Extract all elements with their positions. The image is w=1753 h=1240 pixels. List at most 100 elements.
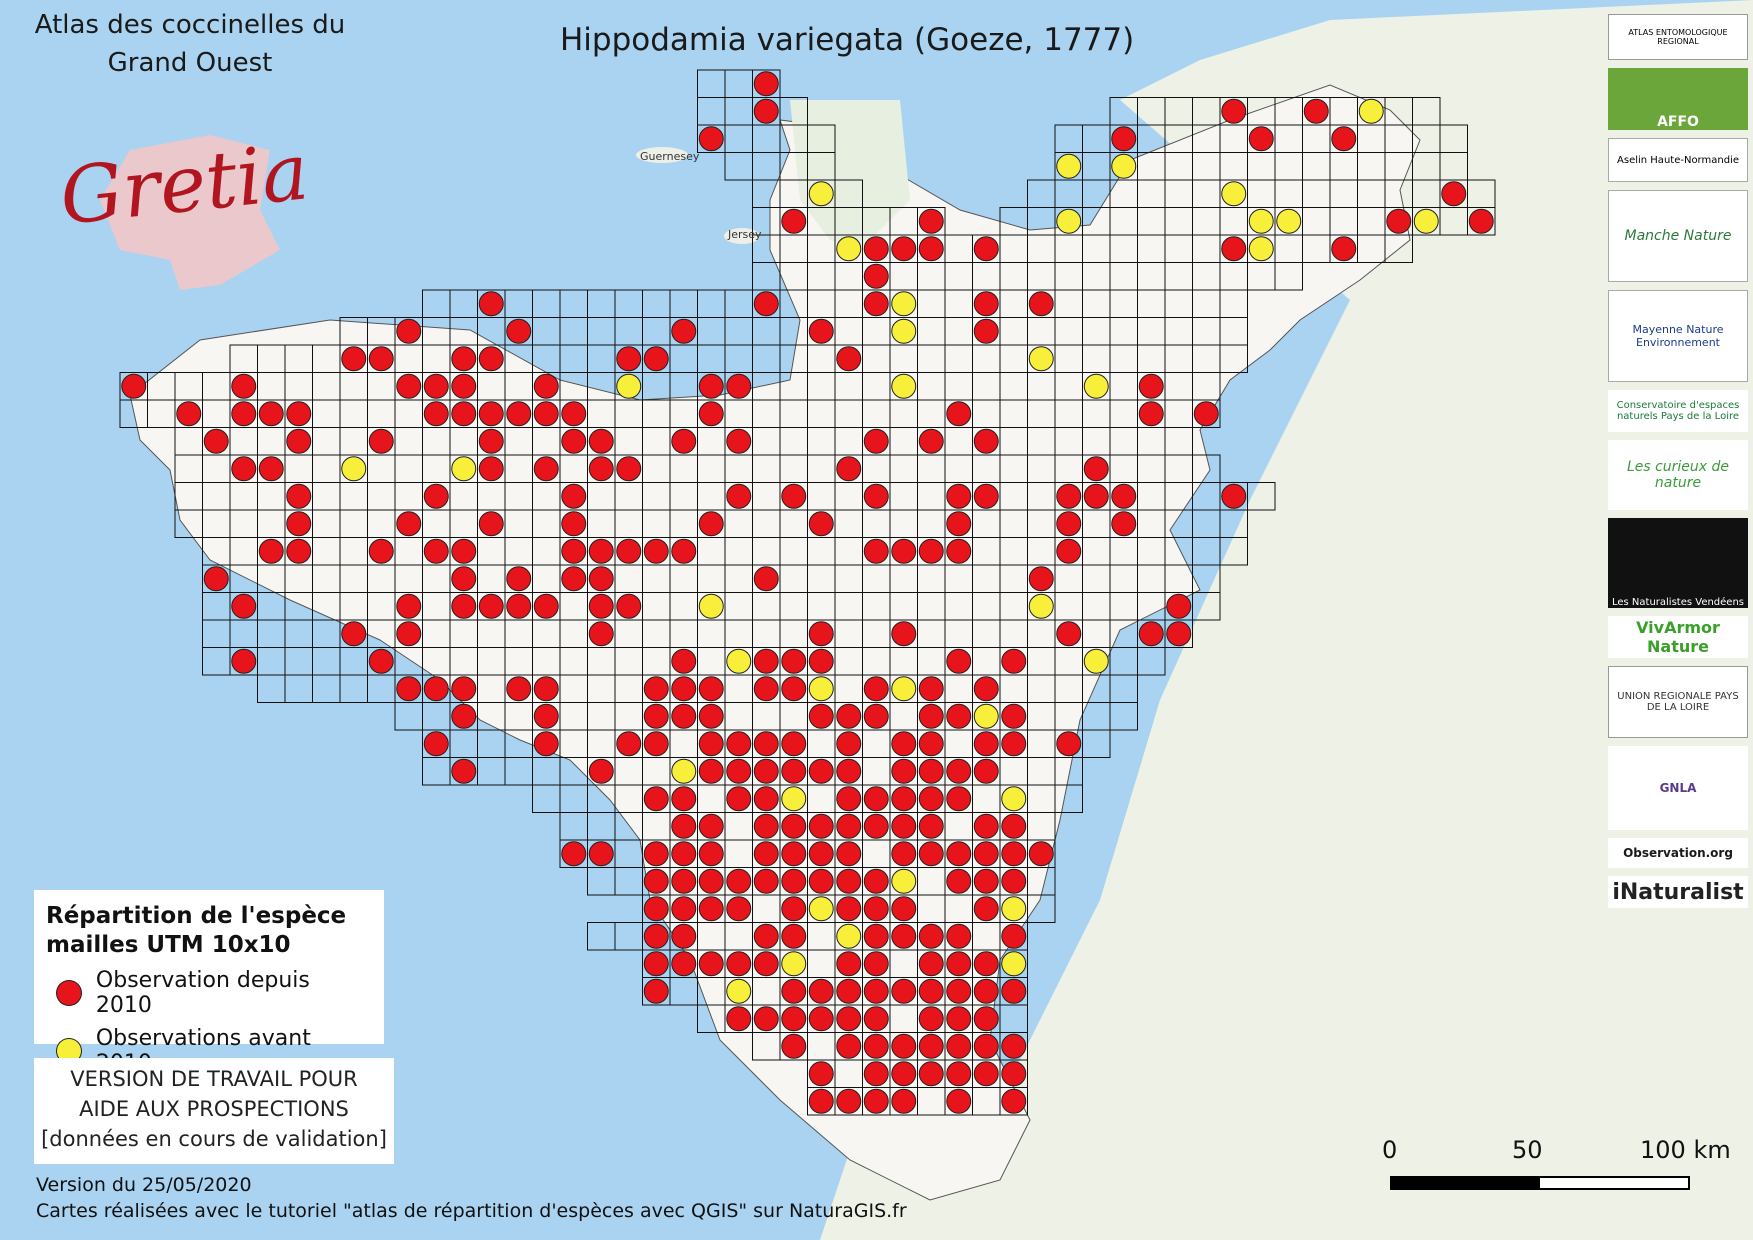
observation-before-2010-dot — [616, 373, 642, 399]
observation-since-2010-dot — [561, 511, 587, 537]
observation-before-2010-dot — [781, 786, 807, 812]
observation-since-2010-dot — [1138, 373, 1164, 399]
observation-since-2010-dot — [891, 896, 917, 922]
observation-since-2010-dot — [533, 593, 559, 619]
observation-since-2010-dot — [781, 758, 807, 784]
observation-since-2010-dot — [533, 731, 559, 757]
observation-since-2010-dot — [781, 1006, 807, 1032]
partner-logo-cpie: UNION REGIONALE PAYS DE LA LOIRE — [1608, 666, 1748, 738]
observation-since-2010-dot — [561, 401, 587, 427]
observation-since-2010-dot — [946, 951, 972, 977]
observation-since-2010-dot — [561, 538, 587, 564]
observation-since-2010-dot — [1221, 483, 1247, 509]
observation-since-2010-dot — [671, 538, 697, 564]
grid-cell — [1247, 482, 1276, 511]
observation-since-2010-dot — [891, 813, 917, 839]
observation-since-2010-dot — [588, 758, 614, 784]
observation-since-2010-dot — [973, 291, 999, 317]
observation-since-2010-dot — [973, 896, 999, 922]
observation-before-2010-dot — [1028, 593, 1054, 619]
observation-since-2010-dot — [368, 538, 394, 564]
observation-since-2010-dot — [946, 648, 972, 674]
grid-cell — [1219, 537, 1248, 566]
observation-since-2010-dot — [726, 868, 752, 894]
observation-since-2010-dot — [588, 621, 614, 647]
observation-before-2010-dot — [836, 236, 862, 262]
observation-since-2010-dot — [891, 538, 917, 564]
observation-since-2010-dot — [203, 428, 229, 454]
observation-since-2010-dot — [643, 346, 669, 372]
observation-since-2010-dot — [781, 841, 807, 867]
observation-before-2010-dot — [891, 318, 917, 344]
observation-since-2010-dot — [863, 1088, 889, 1114]
observation-since-2010-dot — [1221, 98, 1247, 124]
observation-since-2010-dot — [698, 868, 724, 894]
observation-since-2010-dot — [1056, 538, 1082, 564]
grid-cell — [1137, 647, 1166, 676]
observation-since-2010-dot — [643, 978, 669, 1004]
observation-since-2010-dot — [231, 648, 257, 674]
scale-bar — [1390, 1176, 1690, 1190]
partner-logo-manche-nature: Manche Nature — [1608, 190, 1748, 282]
legend-label-recent: Observation depuis 2010 — [95, 968, 310, 1018]
land-east — [820, 0, 1753, 1240]
observation-since-2010-dot — [588, 428, 614, 454]
observation-since-2010-dot — [781, 676, 807, 702]
observation-since-2010-dot — [533, 401, 559, 427]
observation-since-2010-dot — [1001, 923, 1027, 949]
observation-since-2010-dot — [973, 868, 999, 894]
observation-since-2010-dot — [781, 731, 807, 757]
observation-since-2010-dot — [451, 401, 477, 427]
observation-since-2010-dot — [918, 208, 944, 234]
observation-since-2010-dot — [973, 758, 999, 784]
observation-since-2010-dot — [891, 923, 917, 949]
notice-line3: [données en cours de validation] — [41, 1127, 387, 1151]
observation-since-2010-dot — [396, 621, 422, 647]
observation-since-2010-dot — [698, 703, 724, 729]
observation-since-2010-dot — [863, 786, 889, 812]
observation-before-2010-dot — [1358, 98, 1384, 124]
observation-dots — [121, 71, 1494, 1114]
observation-since-2010-dot — [753, 786, 779, 812]
observation-before-2010-dot — [726, 978, 752, 1004]
observation-since-2010-dot — [1001, 1033, 1027, 1059]
partner-logo-naturalistes-vendeens: Les Naturalistes Vendéens — [1608, 518, 1748, 608]
observation-since-2010-dot — [506, 401, 532, 427]
observation-since-2010-dot — [286, 538, 312, 564]
observation-since-2010-dot — [726, 786, 752, 812]
observation-since-2010-dot — [588, 538, 614, 564]
observation-since-2010-dot — [808, 621, 834, 647]
observation-since-2010-dot — [643, 923, 669, 949]
observation-before-2010-dot — [1001, 786, 1027, 812]
observation-since-2010-dot — [616, 538, 642, 564]
observation-since-2010-dot — [946, 868, 972, 894]
observation-since-2010-dot — [616, 731, 642, 757]
red-dot-icon — [56, 980, 82, 1006]
observation-before-2010-dot — [1111, 153, 1137, 179]
notice-line2: AIDE AUX PROSPECTIONS — [79, 1097, 349, 1121]
observation-since-2010-dot — [616, 456, 642, 482]
observation-since-2010-dot — [781, 978, 807, 1004]
partner-logo-aselin: Aselin Haute-Normandie — [1608, 138, 1748, 182]
observation-since-2010-dot — [836, 978, 862, 1004]
grid-cell — [1192, 592, 1221, 621]
observation-since-2010-dot — [726, 428, 752, 454]
observation-since-2010-dot — [561, 483, 587, 509]
observation-since-2010-dot — [973, 236, 999, 262]
observation-since-2010-dot — [973, 1061, 999, 1087]
observation-since-2010-dot — [588, 841, 614, 867]
observation-since-2010-dot — [973, 731, 999, 757]
observation-since-2010-dot — [1331, 126, 1357, 152]
observation-since-2010-dot — [836, 456, 862, 482]
partner-logo-curieux: Les curieux de nature — [1608, 440, 1748, 510]
observation-before-2010-dot — [973, 703, 999, 729]
partner-name-vivarmor: VivArmor Nature — [1636, 618, 1720, 656]
observation-before-2010-dot — [1056, 153, 1082, 179]
observation-since-2010-dot — [451, 593, 477, 619]
observation-since-2010-dot — [478, 456, 504, 482]
observation-since-2010-dot — [671, 703, 697, 729]
observation-since-2010-dot — [918, 538, 944, 564]
observation-before-2010-dot — [1276, 208, 1302, 234]
observation-since-2010-dot — [616, 593, 642, 619]
observation-since-2010-dot — [423, 676, 449, 702]
